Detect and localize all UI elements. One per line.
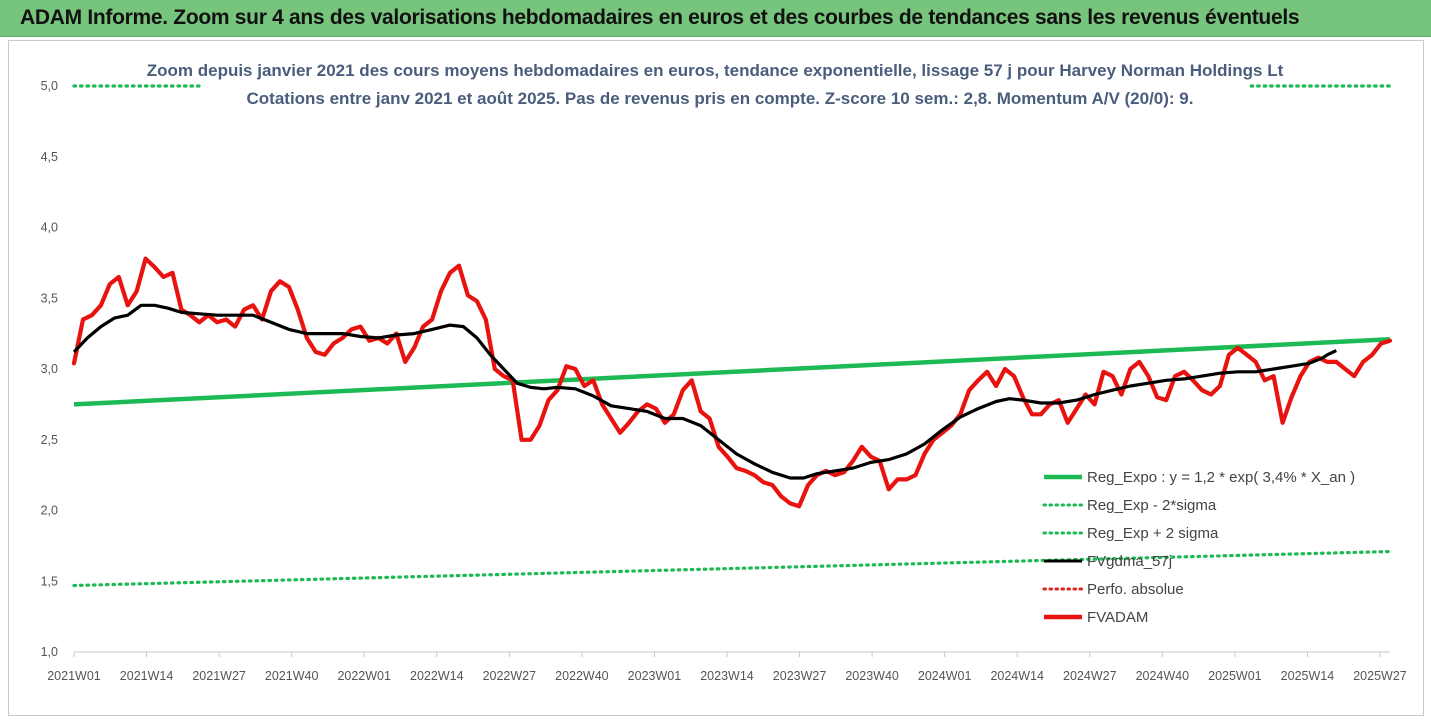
y-tick-label: 3,5	[41, 291, 58, 305]
legend-label: Reg_Exp - 2*sigma	[1087, 497, 1217, 514]
chart-area-border	[8, 40, 1424, 716]
x-tick-label: 2025W27	[1353, 669, 1407, 683]
x-tick-label: 2023W14	[700, 669, 754, 683]
chart-title-line-2: Cotations entre janv 2021 et août 2025. …	[247, 89, 1194, 108]
x-tick-label: 2022W27	[483, 669, 537, 683]
legend-label: FVADAM	[1087, 609, 1148, 626]
x-tick-label: 2024W14	[990, 669, 1044, 683]
report-banner: ADAM Informe. Zoom sur 4 ans des valoris…	[0, 0, 1431, 37]
x-tick-label: 2023W27	[773, 669, 827, 683]
x-tick-label: 2021W27	[192, 669, 246, 683]
x-tick-label: 2025W14	[1281, 669, 1335, 683]
series-reg-expo	[73, 337, 1391, 407]
y-tick-label: 5,0	[41, 79, 58, 93]
chart-title-line-1: Zoom depuis janvier 2021 des cours moyen…	[147, 61, 1284, 80]
y-axis: 1,0 1,5 2,0 2,5 3,0 3,5 4,0 4,5 5,0	[41, 79, 58, 659]
x-tick-label: 2021W01	[47, 669, 101, 683]
legend-label: Reg_Exp + 2 sigma	[1087, 525, 1219, 542]
x-tick-label: 2021W14	[120, 669, 174, 683]
legend-label: FVgdma_57j	[1087, 553, 1172, 570]
x-tick-label: 2025W01	[1208, 669, 1262, 683]
legend-label: Reg_Expo : y = 1,2 * exp( 3,4% * X_an )	[1087, 469, 1355, 486]
x-tick-label: 2023W01	[628, 669, 682, 683]
legend-label: Perfo. absolue	[1087, 581, 1184, 598]
x-tick-label: 2021W40	[265, 669, 319, 683]
legend: Reg_Expo : y = 1,2 * exp( 3,4% * X_an ) R…	[1042, 469, 1355, 626]
series-reg-minus-2sigma	[72, 549, 1392, 588]
y-tick-label: 1,5	[41, 574, 58, 588]
x-tick-label: 2022W14	[410, 669, 464, 683]
series-fvadam	[71, 256, 1393, 509]
x-tick-label: 2024W01	[918, 669, 972, 683]
x-tick-label: 2022W01	[337, 669, 391, 683]
x-tick-label: 2023W40	[845, 669, 899, 683]
x-tick-label: 2024W40	[1136, 669, 1190, 683]
y-tick-label: 4,5	[41, 150, 58, 164]
y-tick-label: 2,5	[41, 433, 58, 447]
x-tick-label: 2024W27	[1063, 669, 1117, 683]
y-tick-label: 1,0	[41, 645, 58, 659]
series-fvgdma-57j	[72, 303, 1337, 480]
x-axis: 2021W01 2021W14 2021W27 2021W40 2022W01 2022W…	[47, 651, 1407, 683]
x-tick-label: 2022W40	[555, 669, 609, 683]
series-layer	[71, 84, 1393, 588]
y-tick-label: 4,0	[41, 221, 58, 235]
y-tick-label: 2,0	[41, 504, 58, 518]
banner-title: ADAM Informe. Zoom sur 4 ans des valoris…	[20, 6, 1300, 29]
y-tick-label: 3,0	[41, 362, 58, 376]
